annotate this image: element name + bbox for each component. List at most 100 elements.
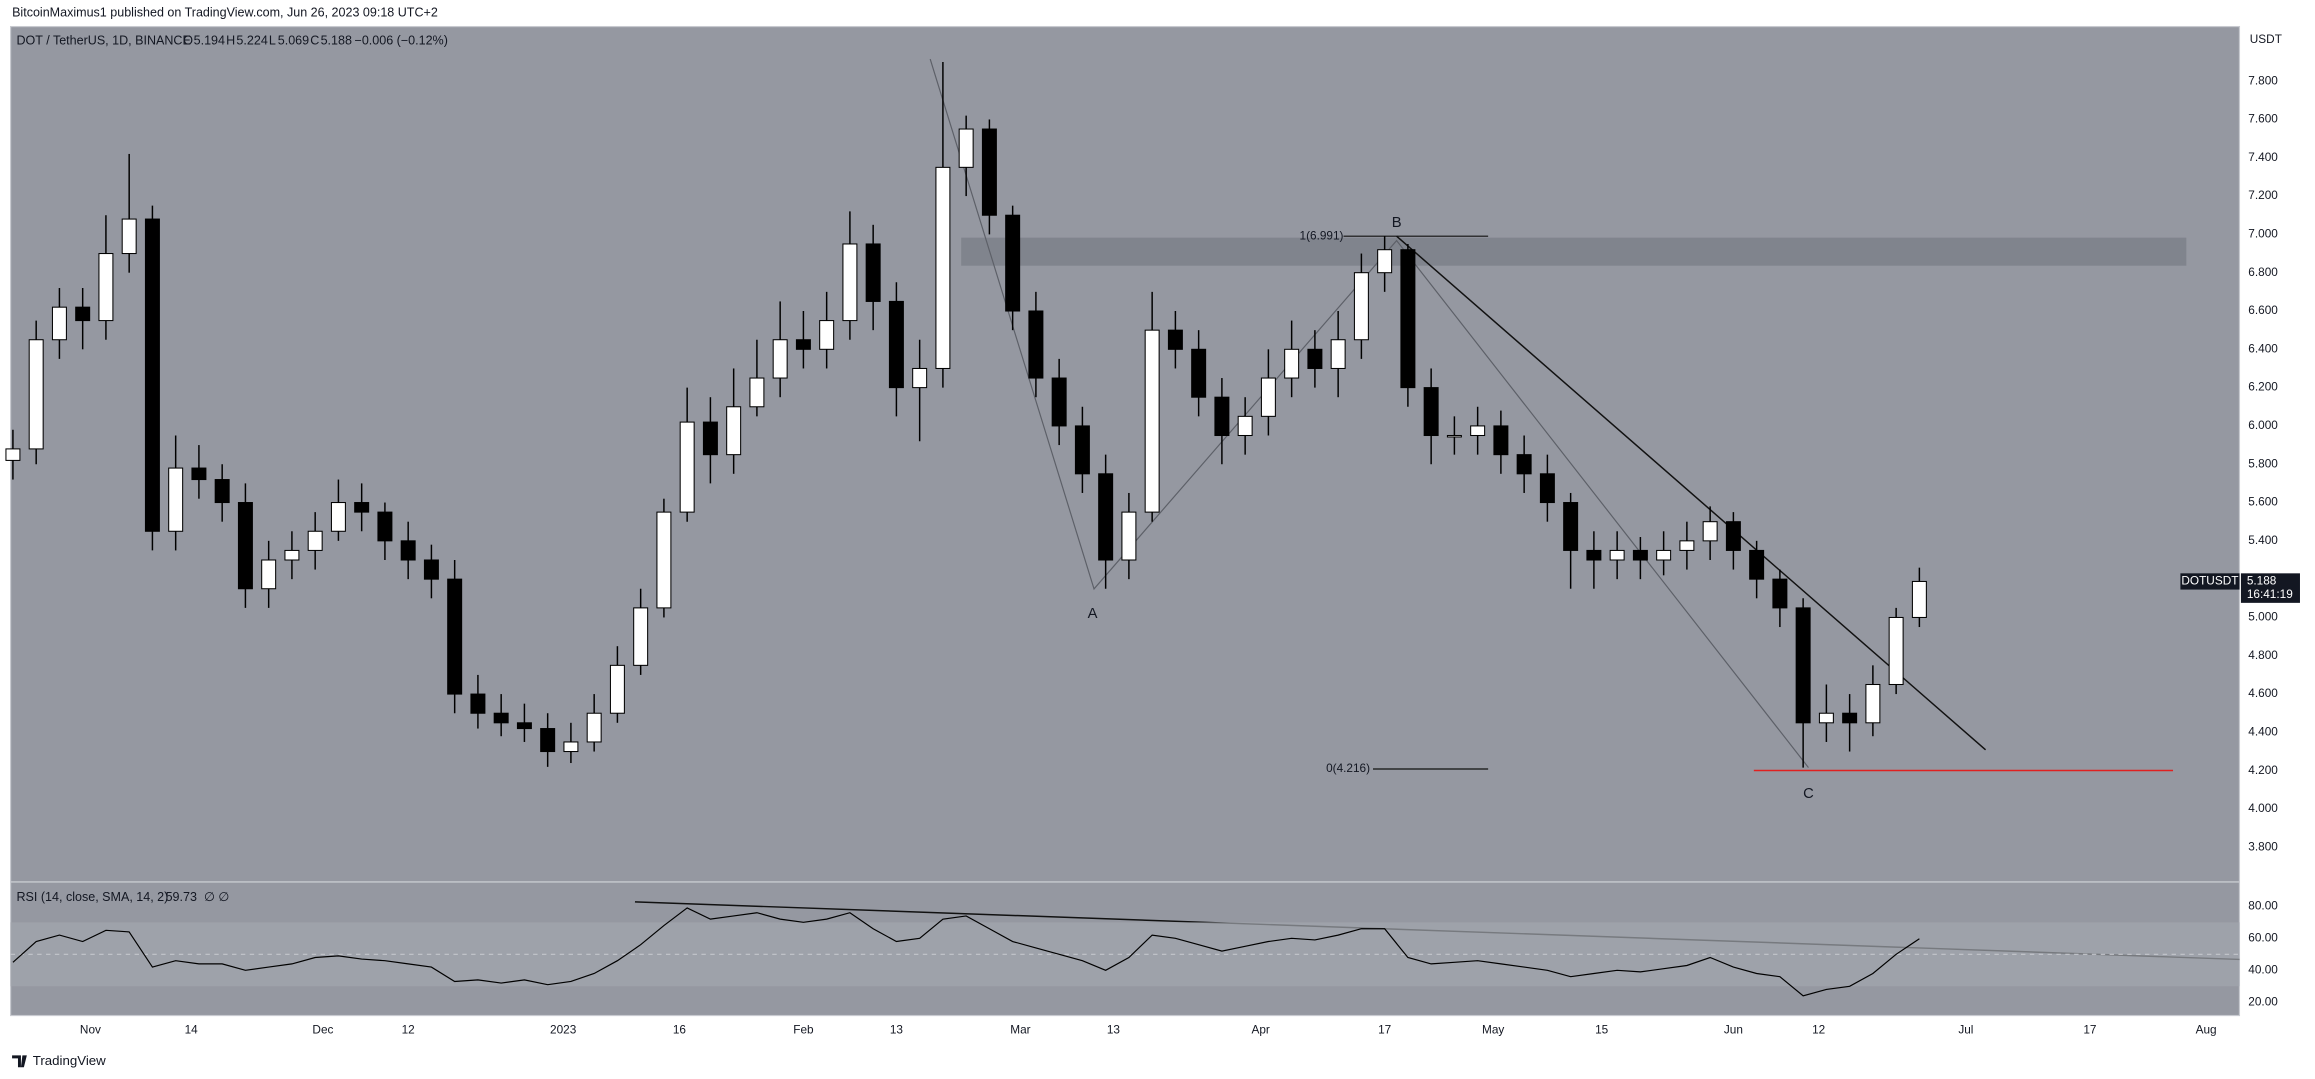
y-tick-label: 7.200 [2248,188,2278,202]
candle-body [1051,377,1067,427]
rsi-tick-label: 60.00 [2248,930,2278,944]
y-tick-label: 7.600 [2248,112,2278,126]
candle-body [1702,521,1718,542]
candle-body [447,578,463,695]
candle-body [1307,348,1323,369]
candle-body [1772,578,1788,609]
candle-body [1423,387,1439,437]
candle-body [888,300,904,389]
candle-body [168,467,184,532]
footer-brand: TradingView [33,1053,106,1068]
candle-body [702,421,718,456]
candle-body [1586,549,1602,561]
candle-body [1493,425,1509,456]
candle-body [1539,473,1555,504]
candle-body [1632,549,1648,561]
legend-value: 5.224 [236,34,267,48]
y-tick-label: 5.800 [2248,456,2278,470]
legend-key: C [310,34,319,48]
candle-body [586,712,602,743]
fib-label: 1(6.991) [1300,228,1344,242]
y-tick-label: 4.600 [2248,686,2278,700]
y-tick-label: 4.800 [2248,648,2278,662]
candle-body [1911,580,1927,618]
y-tick-label: 6.200 [2248,380,2278,394]
candle-body [1516,454,1532,475]
y-tick-label: 6.600 [2248,303,2278,317]
candle-body [819,320,835,350]
wave-label: C [1803,786,1814,802]
y-tick-label: 7.800 [2248,73,2278,87]
candle-body [1191,348,1207,398]
candle-body [1679,540,1695,551]
trendline [1396,235,1987,751]
candle-body [633,607,649,666]
candle-body [609,664,625,714]
y-tick-label: 5.600 [2248,495,2278,509]
candle-body [51,306,67,341]
candle-body [842,243,858,322]
candle-body [1609,549,1625,561]
wave-label: A [1088,606,1098,622]
x-tick-label: 15 [1595,1022,1609,1036]
x-tick-label: 17 [1378,1022,1391,1036]
candle-body [75,306,91,322]
candle-body [1098,473,1114,561]
candle-body [98,253,114,322]
y-tick-label: 7.000 [2248,226,2278,240]
candle-body [284,549,300,561]
candle-body [1074,425,1090,475]
candle-body [981,128,997,216]
candle-body [354,502,370,513]
price-tag-price: 5.188 [2247,574,2277,588]
y-tick-label: 3.800 [2248,839,2278,853]
candle-body [1330,339,1346,369]
legend-value: 5.194 [194,34,225,48]
candle-body [28,339,44,450]
publisher: BitcoinMaximus1 published on TradingView… [12,6,438,20]
price-tag-box [2240,573,2300,603]
legend-key: O [183,34,193,48]
candle-body [1795,607,1811,724]
candle-body [1842,712,1858,724]
x-tick-label: Apr [1251,1022,1269,1036]
candle-body [423,559,439,580]
candle-body [5,448,21,461]
candle-body [1214,396,1230,437]
y-tick-label: 5.000 [2248,610,2278,624]
candle-body [1446,434,1462,438]
candle-body [191,467,207,481]
candle-body [1353,272,1369,341]
candle-body [772,339,788,379]
candle-body [1470,425,1486,437]
x-tick-label: Dec [312,1022,333,1036]
candle-body [1400,249,1416,389]
candle-body [1284,348,1300,379]
candle-body [749,377,765,408]
candle-body [214,479,230,504]
candle-body [1167,329,1183,350]
candle-body [958,128,974,168]
price-tag: DOTUSDT 5.188 16:41:19 [2180,573,2300,603]
candle-body [493,712,509,724]
x-tick-label: Aug [2196,1022,2217,1036]
x-tick-label: Jun [1724,1022,1743,1036]
candle-body [330,502,346,532]
price-tag-countdown: 16:41:19 [2247,587,2293,601]
candle-body [563,741,579,753]
fib-label: 0(4.216) [1326,761,1370,775]
candle-body [516,722,532,730]
candle-body [1563,502,1579,551]
x-tick-label: Nov [80,1022,101,1036]
candle-body [1818,712,1834,724]
candle-body [865,243,881,302]
y-tick-label: 4.400 [2248,724,2278,738]
rsi-title: RSI (14, close, SMA, 14, 2) [17,890,169,904]
candle-body [261,559,277,590]
candle-body [795,339,811,350]
candle-body [400,540,416,561]
candle-body [1377,249,1393,274]
candle-body [1005,214,1021,312]
y-tick-label: 6.400 [2248,341,2278,355]
